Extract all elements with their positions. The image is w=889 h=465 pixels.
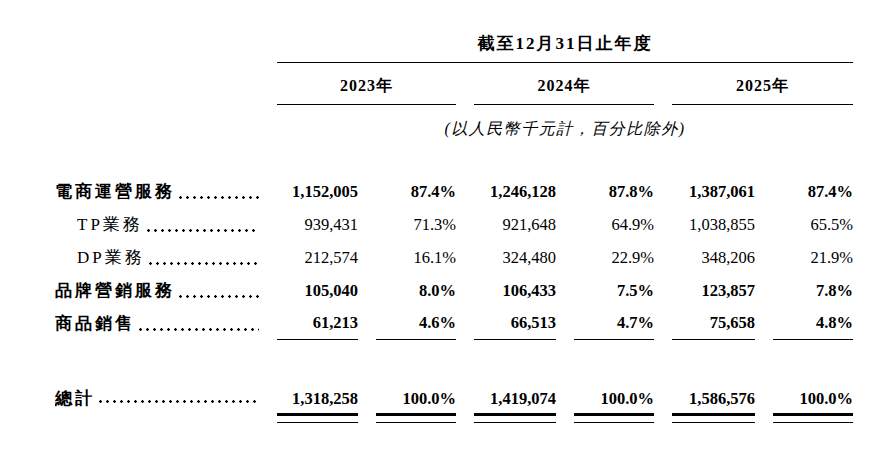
percent-cell: 7.8%	[773, 274, 853, 307]
total-double-rule	[376, 413, 456, 423]
percent-cell: 65.5%	[773, 208, 853, 241]
dot-leader	[149, 262, 259, 265]
row-label: 品牌營銷服務	[55, 274, 259, 307]
total-value-cell: 1,586,576	[672, 386, 755, 412]
percent-cell: 22.9%	[574, 241, 654, 274]
value-cell: 348,206	[672, 241, 755, 274]
total-double-rule	[277, 413, 358, 423]
dot-leader	[147, 229, 259, 232]
value-cell: 75,658	[672, 307, 755, 340]
value-cell: 324,480	[474, 241, 556, 274]
year-header-2025: 2025年	[672, 63, 853, 105]
value-cell: 66,513	[474, 307, 556, 340]
total-double-rule	[773, 413, 853, 423]
header-spacer	[55, 149, 853, 175]
row-label-text: 品牌營銷服務	[55, 274, 175, 307]
row-label-text: TP業務	[77, 208, 143, 241]
percent-cell: 4.8%	[773, 307, 853, 340]
dot-leader	[179, 196, 259, 199]
total-percent-cell: 100.0%	[773, 386, 853, 412]
row-label: TP業務	[55, 208, 259, 241]
percent-cell: 87.4%	[773, 175, 853, 208]
year-header-2023: 2023年	[277, 63, 456, 105]
row-label: DP業務	[55, 241, 259, 274]
document-page: 截至12月31日止年度 2023年 2024年 2025年 (以人民幣千元計，百…	[0, 0, 889, 465]
dot-leader	[99, 400, 259, 403]
value-cell: 106,433	[474, 274, 556, 307]
revenue-breakdown-table: 截至12月31日止年度 2023年 2024年 2025年 (以人民幣千元計，百…	[55, 30, 853, 426]
total-double-rule	[672, 413, 755, 423]
percent-cell: 87.8%	[574, 175, 654, 208]
value-cell: 61,213	[277, 307, 358, 340]
row-label-text: 總計	[55, 386, 95, 412]
total-double-rule	[474, 413, 556, 423]
value-cell: 1,246,128	[474, 175, 556, 208]
total-value-cell: 1,419,074	[474, 386, 556, 412]
total-double-rule	[574, 413, 654, 423]
percent-cell: 4.7%	[574, 307, 654, 340]
dot-leader	[139, 328, 259, 331]
value-cell: 123,857	[672, 274, 755, 307]
percent-cell: 21.9%	[773, 241, 853, 274]
row-label-text: 商品銷售	[55, 307, 135, 340]
table-title: 截至12月31日止年度	[277, 30, 853, 63]
percent-cell: 8.0%	[376, 274, 456, 307]
row-label-text: 電商運營服務	[55, 175, 175, 208]
percent-cell: 4.6%	[376, 307, 456, 340]
value-cell: 212,574	[277, 241, 358, 274]
value-cell: 105,040	[277, 274, 358, 307]
total-value-cell: 1,318,258	[277, 386, 358, 412]
value-cell: 939,431	[277, 208, 358, 241]
unit-note: (以人民幣千元計，百分比除外)	[277, 105, 853, 149]
row-label: 電商運營服務	[55, 175, 259, 208]
total-row-label: 總計	[55, 386, 259, 412]
value-cell: 921,648	[474, 208, 556, 241]
value-cell: 1,387,061	[672, 175, 755, 208]
percent-cell: 16.1%	[376, 241, 456, 274]
percent-cell: 71.3%	[376, 208, 456, 241]
percent-cell: 87.4%	[376, 175, 456, 208]
dot-leader	[179, 295, 259, 298]
row-label-text: DP業務	[77, 241, 145, 274]
year-header-2024: 2024年	[474, 63, 654, 105]
row-label: 商品銷售	[55, 307, 259, 340]
total-spacer	[55, 340, 853, 386]
value-cell: 1,152,005	[277, 175, 358, 208]
value-cell: 1,038,855	[672, 208, 755, 241]
percent-cell: 64.9%	[574, 208, 654, 241]
total-percent-cell: 100.0%	[574, 386, 654, 412]
total-percent-cell: 100.0%	[376, 386, 456, 412]
percent-cell: 7.5%	[574, 274, 654, 307]
